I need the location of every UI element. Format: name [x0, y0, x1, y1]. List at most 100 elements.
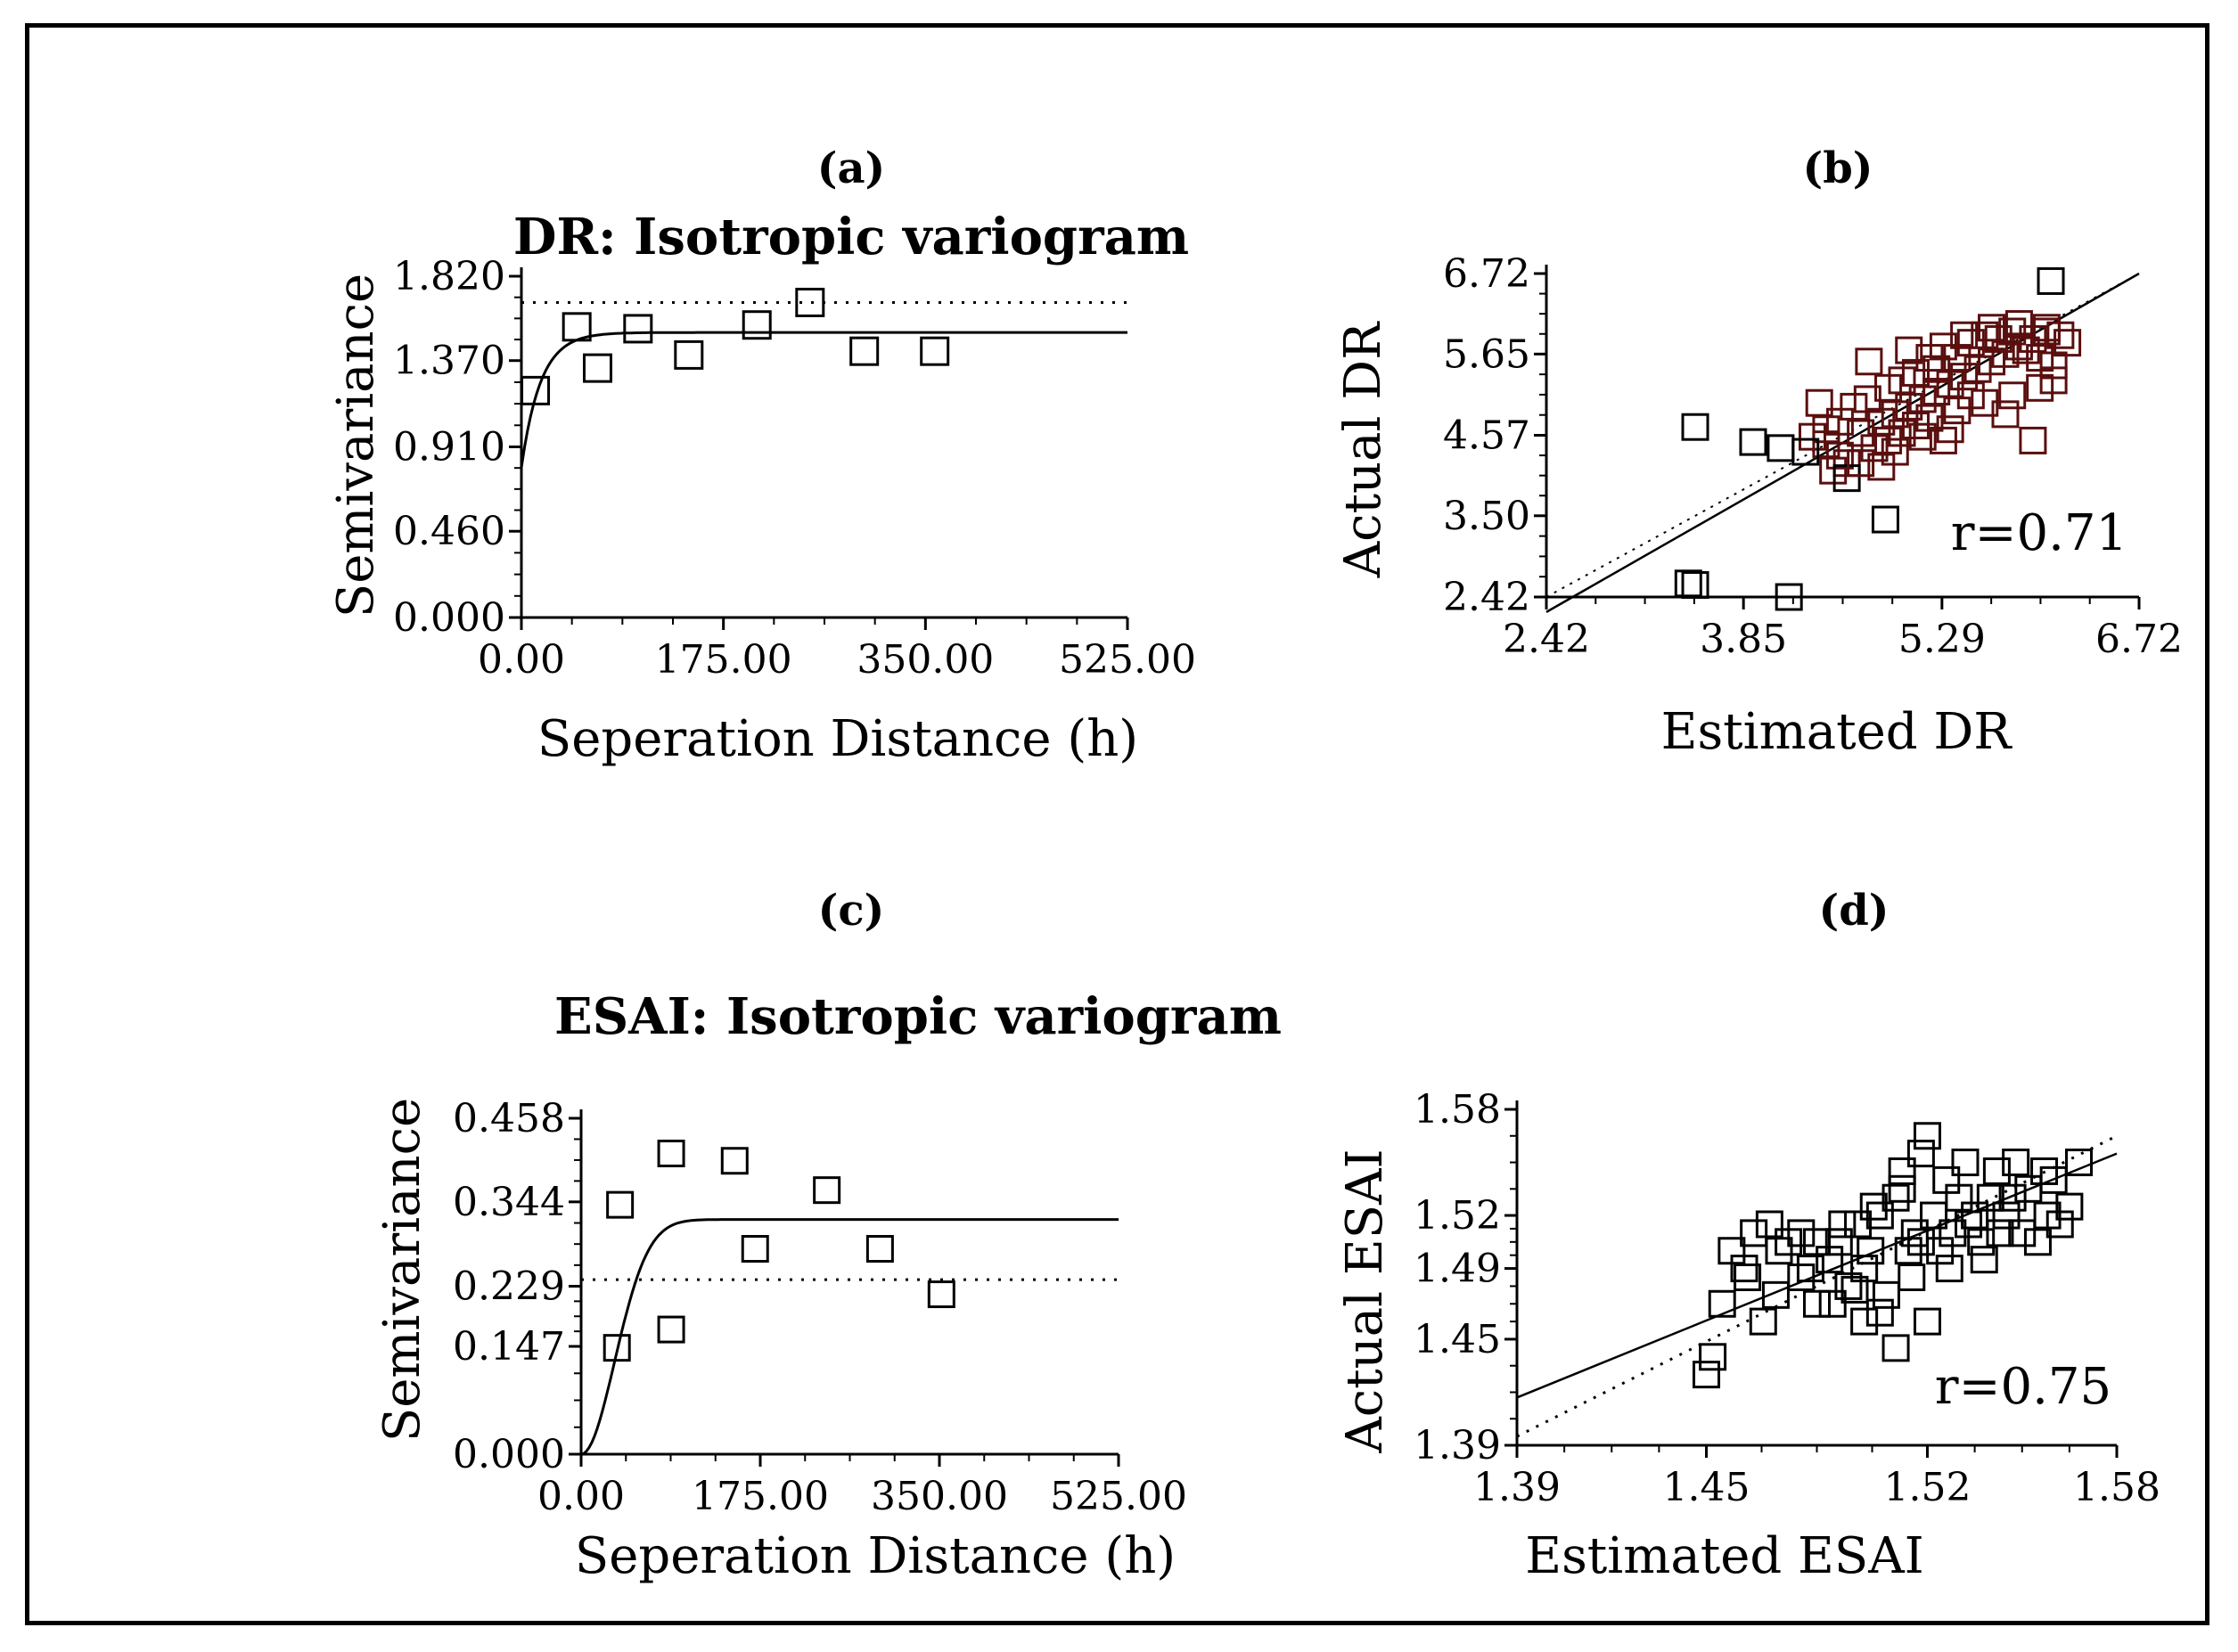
panel-a: (a) DR: Isotropic variogram Seperation D… [327, 143, 1196, 768]
panel-d-y-tick-label: 1.58 [1414, 1087, 1501, 1133]
panel-b-data-point [2004, 310, 2033, 339]
panel-b-data-point [1901, 358, 1930, 387]
panel-d-data-point [2064, 1149, 2093, 1177]
panel-d-data-point [2008, 1219, 2037, 1247]
panel-b-data-point [1908, 422, 1937, 451]
panel-b-y-tick-label: 4.57 [1443, 413, 1530, 459]
panel-d-data-point [1865, 1201, 1894, 1230]
panel-d-annotation: r=0.75 [1935, 1358, 2111, 1416]
panel-c-data-point [606, 1190, 635, 1219]
panel-d-data-point [1730, 1255, 1758, 1283]
panel-d: (d) Estimated ESAI Actual ESAI r=0.75 1.… [1336, 886, 2160, 1585]
panel-d-data-point [1755, 1210, 1783, 1239]
panel-b-data-point [1978, 314, 2006, 342]
panel-c-x-tick-label: 525.00 [1050, 1474, 1187, 1519]
panel-b-data-point [1825, 441, 1854, 470]
panel-a-title: DR: Isotropic variogram [513, 208, 1189, 266]
panel-d-data-point [1734, 1264, 1762, 1291]
panel-b-data-point [2019, 426, 2047, 454]
panel-d-data-point [1986, 1219, 2014, 1247]
panel-d-x-tick-label: 1.45 [1663, 1465, 1750, 1510]
panel-b-data-point [1681, 570, 1709, 599]
panel-a-ylabel: Semivariance [327, 274, 385, 617]
panel-b-data-point [1867, 453, 1896, 481]
panel-d-data-point [1881, 1183, 1910, 1212]
panel-d-data-point [1900, 1219, 1929, 1247]
panel-c-y-tick-label: 0.000 [453, 1432, 565, 1477]
panel-a-data-point [562, 312, 592, 342]
panel-c-data-point [720, 1147, 749, 1175]
panel-c-x-tick-label: 175.00 [692, 1474, 829, 1519]
panel-d-data-point [1803, 1228, 1831, 1256]
panel-b-xlabel: Estimated DR [1661, 703, 2013, 761]
panel-b-x-tick-label: 2.42 [1503, 617, 1590, 662]
panel-d-data-point [2023, 1228, 2052, 1256]
panel-c-data-point [657, 1140, 685, 1168]
panel-d-data-point [1865, 1298, 1894, 1327]
panel-b-y-tick-label: 3.50 [1443, 494, 1530, 539]
panel-d-data-point [1699, 1343, 1727, 1371]
panel-b-annotation: r=0.71 [1951, 504, 2127, 562]
panel-d-ylabel: Actual ESAI [1336, 1149, 1394, 1453]
panel-b-y-tick-label: 2.42 [1443, 575, 1530, 620]
panel-d-data-point [1796, 1255, 1824, 1283]
panel-c-title: ESAI: Isotropic variogram [554, 987, 1282, 1046]
panel-d-data-point [1818, 1289, 1847, 1318]
panel-b-data-point [1767, 434, 1795, 462]
panel-b-data-point [1950, 321, 1979, 349]
panel-d-data-point [1872, 1280, 1900, 1309]
panel-d-data-point [1787, 1219, 1816, 1247]
panel-a-y-tick-label: 1.370 [393, 339, 505, 384]
panel-b-data-point [1998, 381, 2027, 410]
panel-a-x-tick-label: 175.00 [655, 637, 792, 683]
panel-d-data-point [1970, 1246, 1998, 1274]
panel-c-data-point [813, 1176, 841, 1205]
panel-d-data-point [1982, 1157, 2011, 1185]
panel-b-data-point [1855, 348, 1883, 376]
panel-a-data-point [582, 353, 612, 383]
panel-a-y-tick-label: 1.820 [393, 254, 505, 299]
panel-b-ylabel: Actual DR [1334, 321, 1392, 578]
panel-d-data-point [1787, 1264, 1816, 1291]
panel-c-label: (c) [818, 886, 885, 936]
panel-d-data-point [1844, 1210, 1873, 1239]
panel-b-data-point [1956, 381, 1985, 410]
panel-c-xlabel: Seperation Distance (h) [575, 1527, 1176, 1585]
panel-c-data-point [865, 1235, 894, 1264]
panel-b-data-point [1991, 400, 2020, 429]
panel-b-data-point [1791, 438, 1820, 466]
panel-a-x-tick-label: 350.00 [857, 637, 994, 683]
panel-d-data-point [1828, 1210, 1857, 1239]
panel-a-y-tick-label: 0.460 [393, 509, 505, 554]
panel-d-y-tick-label: 1.39 [1414, 1423, 1501, 1468]
panel-b-data-point [1871, 505, 1899, 534]
panel-c-data-point [927, 1280, 955, 1309]
panel-d-data-point [2030, 1157, 2059, 1185]
panel-a-data-point [674, 339, 704, 370]
panel-d-data-point [1834, 1272, 1863, 1300]
panel-d-y-tick-label: 1.45 [1414, 1317, 1501, 1362]
panel-a-data-point [521, 375, 551, 405]
panel-a-data-point [795, 287, 825, 317]
panel-b-data-point [1681, 413, 1709, 441]
panel-d-data-point [1906, 1140, 1935, 1168]
panel-b-data-point [1936, 415, 1964, 444]
panel-d-data-point [1998, 1183, 2027, 1212]
panel-c-model-curve [580, 1218, 1119, 1456]
panel-c-x-tick-label: 0.00 [537, 1474, 625, 1519]
panel-d-data-point [1961, 1201, 1989, 1230]
panel-d-data-point [1920, 1201, 1948, 1230]
panel-d-x-tick-label: 1.39 [1473, 1465, 1561, 1510]
panel-d-data-point [1898, 1264, 1926, 1291]
panel-a-xlabel: Seperation Distance (h) [537, 710, 1138, 768]
panel-b-data-point [2037, 266, 2065, 295]
panel-d-data-point [2002, 1149, 2030, 1177]
panel-b-data-point [1847, 449, 1875, 478]
panel-d-data-point [1740, 1219, 1768, 1247]
panel-d-data-point [1859, 1192, 1888, 1221]
panel-b-x-tick-label: 3.85 [1700, 617, 1787, 662]
panel-b-data-point [2039, 366, 2068, 395]
figure-frame [25, 23, 2209, 1625]
panel-a-x-tick-label: 0.00 [478, 637, 565, 683]
